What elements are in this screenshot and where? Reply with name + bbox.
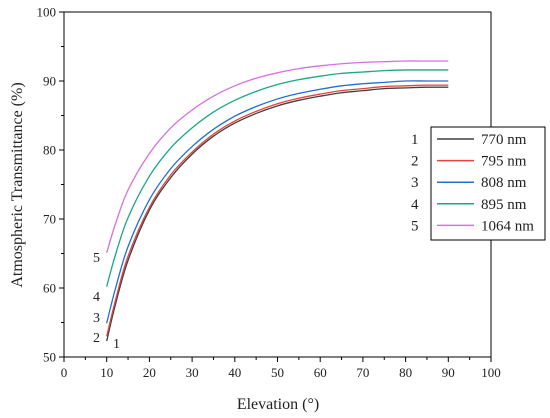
- curve-label-4: 4: [93, 290, 100, 305]
- x-tick-label: 20: [143, 365, 156, 380]
- plot-area: [63, 11, 492, 358]
- y-tick-label: 60: [43, 281, 56, 296]
- legend-label: 795 nm: [481, 154, 527, 170]
- legend-label: 1064 nm: [481, 218, 534, 234]
- curve-label-2: 2: [93, 331, 100, 346]
- x-axis: 0 10 20 30 40 50 60 70 80 90 100: [61, 357, 501, 380]
- series-layer: [106, 60, 449, 342]
- x-tick-label: 10: [100, 365, 113, 380]
- y-tick-label: 90: [43, 74, 56, 89]
- legend-box: [430, 126, 546, 241]
- y-tick-label: 70: [43, 212, 56, 227]
- legend-number: 3: [411, 175, 419, 191]
- legend-number: 5: [411, 218, 419, 234]
- curve-label-1: 1: [113, 337, 120, 352]
- legend: 1 770 nm 2 795 nm 3 808 nm 4 895 nm 5 1064 nm: [411, 126, 546, 241]
- legend-number: 2: [411, 154, 419, 170]
- x-tick-label: 0: [61, 365, 68, 380]
- x-tick-label: 100: [481, 365, 501, 380]
- y-tick-label: 80: [43, 143, 56, 158]
- x-tick-label: 50: [271, 365, 284, 380]
- y-axis: 50 60 70 80 90 100: [37, 5, 64, 365]
- series-line-2: [106, 84, 449, 337]
- legend-label: 808 nm: [481, 175, 527, 191]
- series-line-4: [106, 69, 449, 287]
- x-tick-label: 40: [228, 365, 241, 380]
- x-tick-label: 90: [442, 365, 455, 380]
- legend-label: 895 nm: [481, 197, 527, 213]
- legend-number: 4: [411, 197, 419, 213]
- curve-label-5: 5: [93, 251, 100, 266]
- x-tick-label: 70: [356, 365, 369, 380]
- x-tick-label: 60: [314, 365, 327, 380]
- y-axis-title: Atmospheric Transmittance (%): [9, 82, 26, 287]
- legend-label: 770 nm: [481, 132, 527, 148]
- x-axis-title: Elevation (°): [237, 396, 319, 413]
- y-tick-label: 100: [37, 5, 57, 20]
- series-line-1: [106, 86, 449, 342]
- curve-label-3: 3: [93, 311, 100, 326]
- x-tick-label: 80: [399, 365, 412, 380]
- curve-labels: 5 4 3 2 1: [93, 251, 120, 352]
- series-line-5: [106, 60, 449, 253]
- y-tick-label: 50: [43, 350, 56, 365]
- series-line-3: [106, 80, 449, 324]
- legend-number: 1: [411, 132, 419, 148]
- x-tick-label: 30: [186, 365, 199, 380]
